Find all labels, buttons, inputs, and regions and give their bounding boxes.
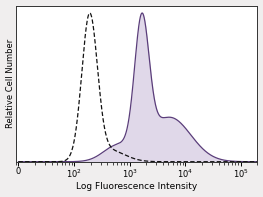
Y-axis label: Relative Cell Number: Relative Cell Number [6, 39, 14, 128]
X-axis label: Log Fluorescence Intensity: Log Fluorescence Intensity [76, 182, 197, 191]
